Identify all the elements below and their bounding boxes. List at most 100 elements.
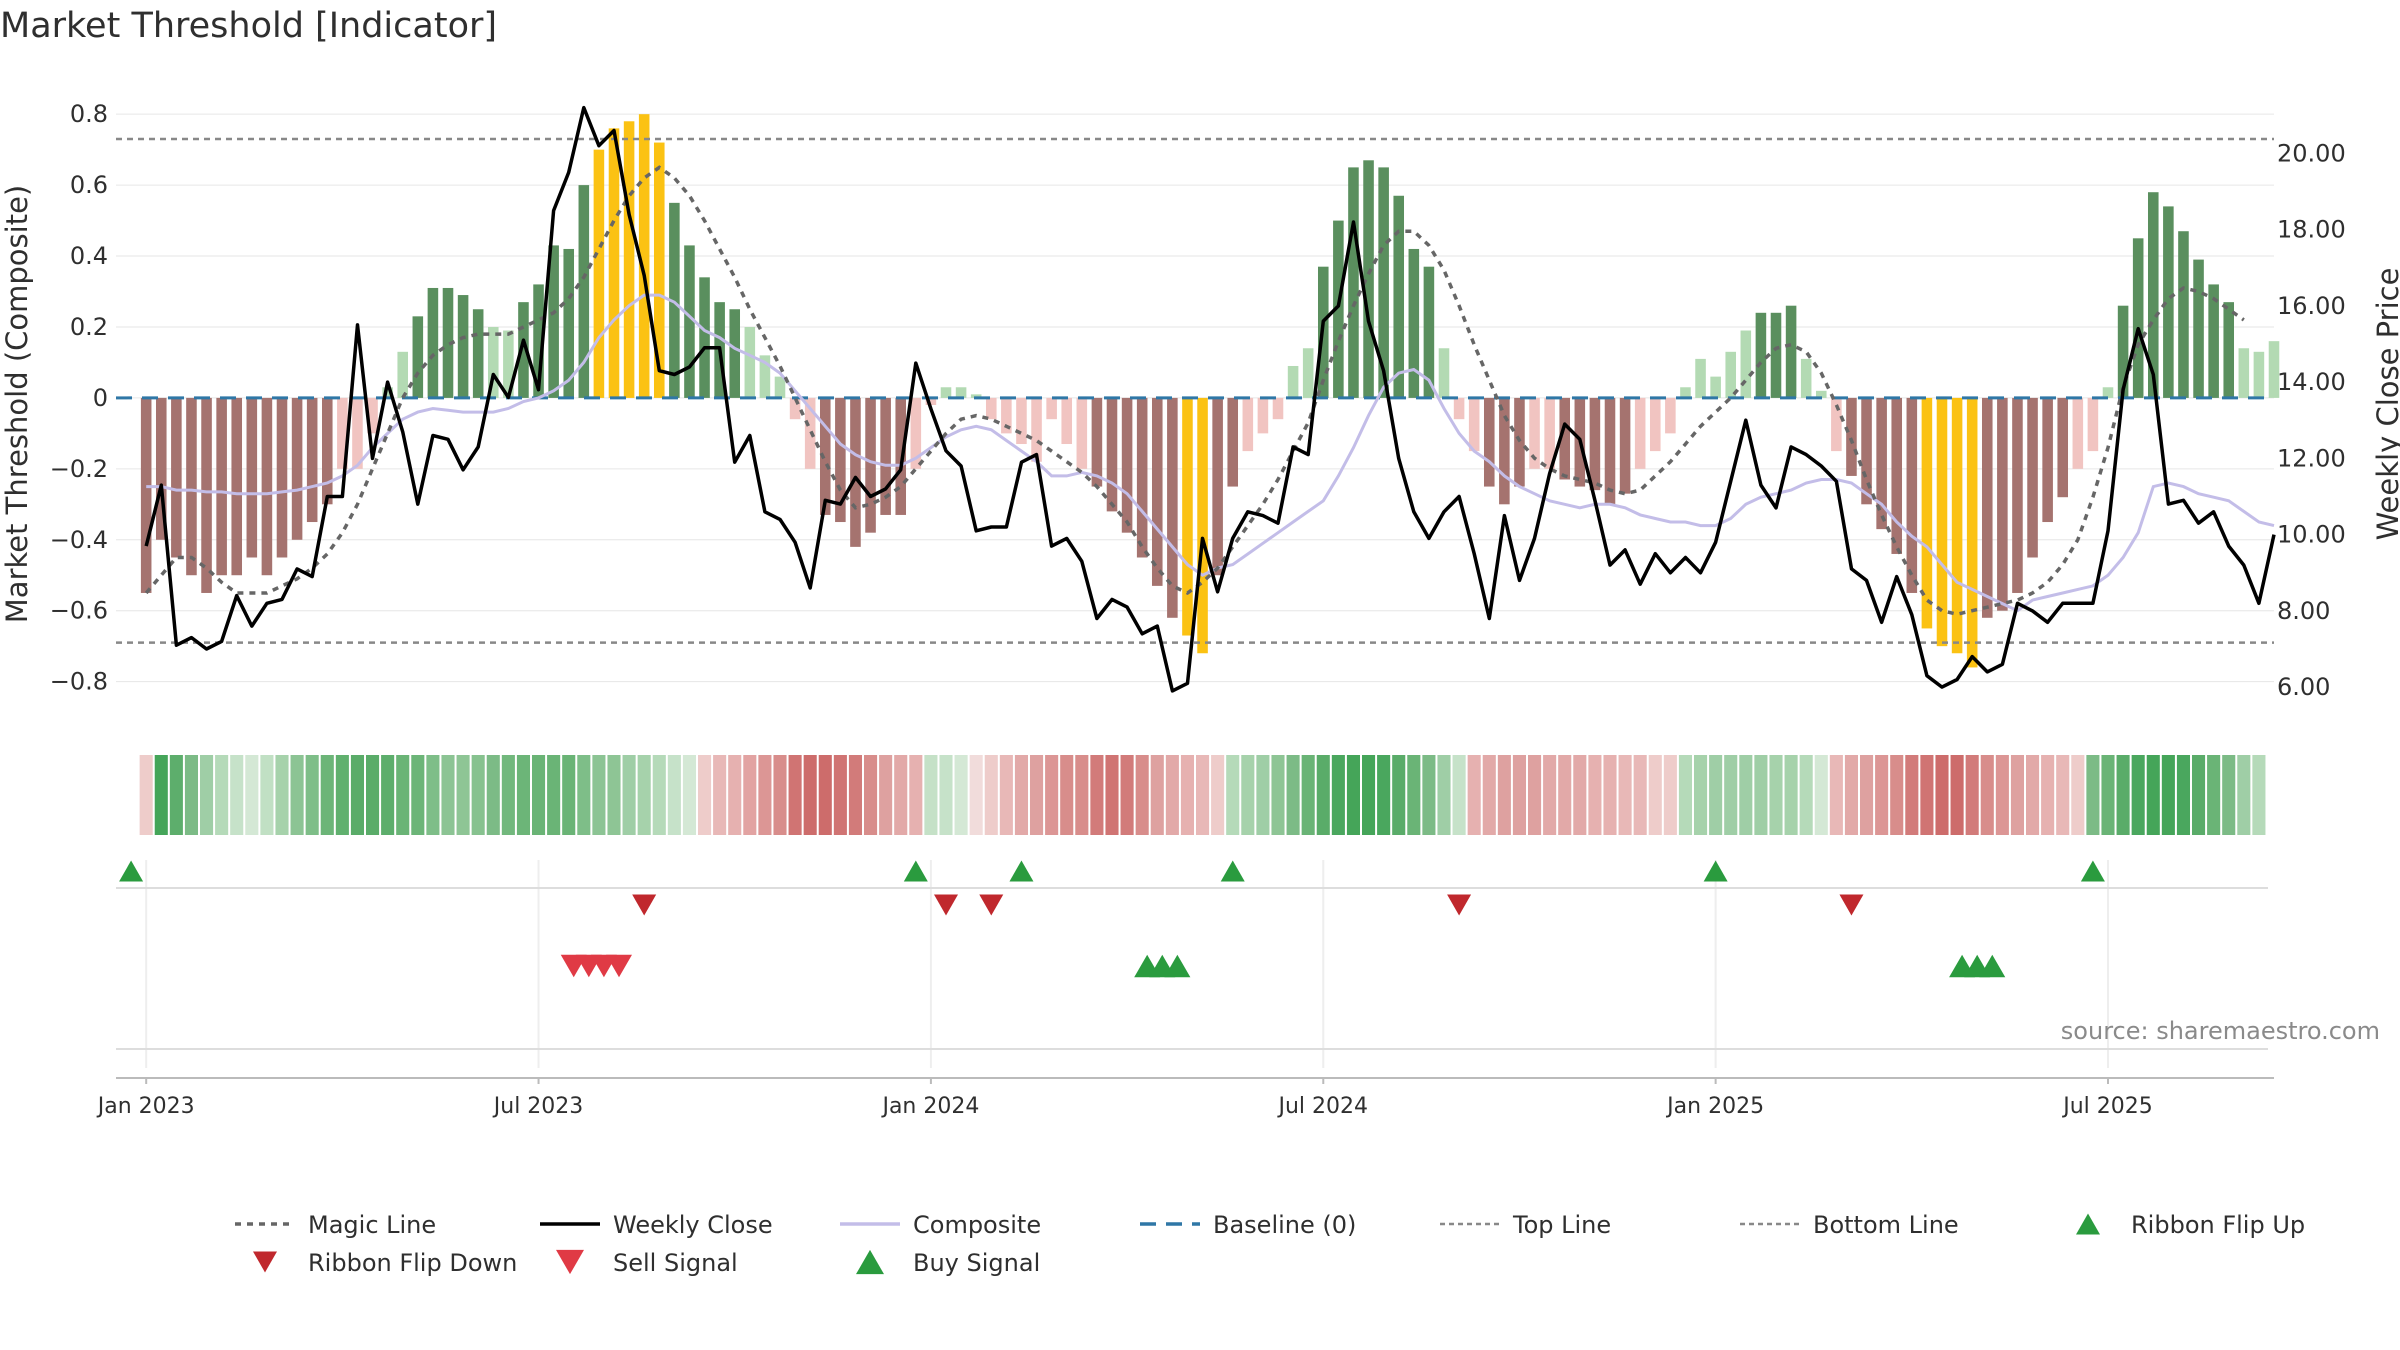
composite-bar xyxy=(578,185,590,398)
ribbon-cell xyxy=(622,755,636,835)
ribbon-cell xyxy=(1724,755,1738,835)
legend-swatch-marker xyxy=(2076,1213,2100,1235)
ribbon-cell xyxy=(1301,755,1315,835)
composite-bar xyxy=(1242,397,1254,452)
ribbon-cell xyxy=(1678,755,1692,835)
composite-bar xyxy=(1001,397,1012,434)
ribbon-cell xyxy=(1543,755,1557,835)
signal-markers xyxy=(119,860,2105,978)
ribbon-cell xyxy=(547,755,561,835)
composite-bar xyxy=(231,397,243,576)
composite-bar xyxy=(1378,167,1389,398)
ribbon-cell xyxy=(245,755,259,835)
left-tick-label: 0 xyxy=(93,384,108,412)
ribbon-cell xyxy=(1226,755,1240,835)
ribbon-cell xyxy=(275,755,289,835)
right-tick-label: 14.00 xyxy=(2277,368,2346,396)
ribbon-cell xyxy=(1739,755,1753,835)
ribbon-cell xyxy=(426,755,440,835)
composite-bar xyxy=(2238,348,2250,398)
composite-bar xyxy=(1649,397,1661,452)
ribbon-flip-up-marker xyxy=(903,860,928,882)
ribbon-cell xyxy=(1331,755,1345,835)
composite-bar xyxy=(518,302,529,398)
ribbon-cell xyxy=(1362,755,1376,835)
composite-bar xyxy=(472,309,484,398)
composite-bar xyxy=(306,397,318,523)
composite-bar xyxy=(1514,397,1525,487)
ribbon-cell xyxy=(607,755,621,835)
ribbon-cell xyxy=(2252,755,2266,835)
left-tick-label: 0.6 xyxy=(70,171,108,199)
ribbon-cell xyxy=(773,755,787,835)
sell-signal-marker xyxy=(606,954,632,978)
composite-bar xyxy=(1906,397,1918,593)
composite-bar xyxy=(1785,305,1797,398)
composite-bar xyxy=(1453,397,1465,420)
ribbon-cell xyxy=(577,755,591,835)
composite-bar xyxy=(684,245,695,398)
composite-bar xyxy=(1619,397,1631,494)
composite-bar xyxy=(1876,397,1887,530)
ribbon-cell xyxy=(1256,755,1270,835)
ribbon-cell xyxy=(879,755,893,835)
composite-bar xyxy=(1770,312,1782,398)
legend-label: Bottom Line xyxy=(1813,1211,1959,1239)
composite-bar xyxy=(216,397,227,576)
ribbon-cell xyxy=(381,755,395,835)
composite-bar xyxy=(427,287,439,398)
composite-bar xyxy=(744,326,756,398)
ribbon-cell xyxy=(1482,755,1496,835)
composite-bar xyxy=(1846,397,1857,476)
composite-bar xyxy=(1227,397,1239,487)
composite-bar xyxy=(352,397,363,469)
ribbon-cell xyxy=(969,755,983,835)
x-tick-label: Jan 2023 xyxy=(96,1094,195,1119)
composite-line xyxy=(146,293,2275,613)
composite-bar xyxy=(608,128,620,398)
ribbon-cell xyxy=(1603,755,1617,835)
ribbon-flip-down-marker xyxy=(1839,894,1864,916)
composite-bar xyxy=(2163,206,2174,398)
composite-bar xyxy=(940,387,952,398)
composite-bar xyxy=(985,397,997,420)
ribbon-cell xyxy=(2146,755,2160,835)
composite-bar xyxy=(1136,397,1148,558)
ribbon-cell xyxy=(1528,755,1542,835)
ribbon-cell xyxy=(1769,755,1783,835)
ribbon-cell xyxy=(1014,755,1028,835)
ribbon-cell xyxy=(1467,755,1481,835)
composite-bar xyxy=(1966,397,1978,668)
ribbon-cell xyxy=(1346,755,1360,835)
composite-bar xyxy=(1951,397,1963,654)
ribbon-cell xyxy=(200,755,214,835)
ribbon-cell xyxy=(1905,755,1919,835)
ribbon-cell xyxy=(1392,755,1406,835)
ribbon-cell xyxy=(1512,755,1526,835)
ribbon-cell xyxy=(562,755,576,835)
legend-item: Magic Line xyxy=(235,1211,436,1239)
composite-bar xyxy=(1997,397,2008,611)
ribbon-cell xyxy=(909,755,923,835)
composite-bar xyxy=(1921,397,1933,629)
ribbon-cell xyxy=(1980,755,1994,835)
composite-bar xyxy=(2072,397,2084,469)
ribbon-cell xyxy=(184,755,198,835)
ribbon-cell xyxy=(1558,755,1572,835)
legend-label: Ribbon Flip Down xyxy=(308,1249,517,1277)
composite-bar xyxy=(1031,397,1042,462)
ribbon-cell xyxy=(682,755,696,835)
composite-bar xyxy=(457,295,469,398)
legend-item: Sell Signal xyxy=(556,1249,738,1277)
composite-bar xyxy=(276,397,288,558)
composite-bar xyxy=(1287,365,1299,398)
composite-bar xyxy=(1831,397,1842,452)
ribbon-cell xyxy=(456,755,470,835)
composite-bar xyxy=(1182,397,1193,636)
composite-bar xyxy=(367,397,378,434)
composite-bar xyxy=(1016,397,1027,445)
composite-bar xyxy=(1634,397,1646,469)
ribbon-cell xyxy=(2192,755,2206,835)
composite-bar xyxy=(789,397,801,420)
ribbon-cell xyxy=(1784,755,1798,835)
